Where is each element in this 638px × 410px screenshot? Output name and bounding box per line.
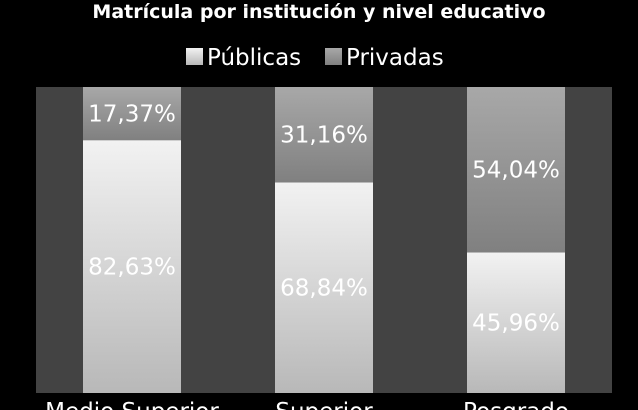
legend: Públicas Privadas xyxy=(186,45,444,71)
bar-privadas-superior xyxy=(275,87,373,183)
x-axis-ticks: Medio Superior Superior Posgrado xyxy=(45,399,569,410)
data-label-privadas-medio-superior: 17,37% xyxy=(88,102,176,128)
data-label-publicas-medio-superior: 82,63% xyxy=(88,255,176,281)
bar-publicas-superior xyxy=(275,182,373,393)
bar-publicas-posgrado xyxy=(467,252,565,393)
bars-group xyxy=(83,87,565,393)
legend-swatch-publicas xyxy=(186,48,203,65)
data-label-publicas-superior: 68,84% xyxy=(280,276,368,302)
legend-label-publicas: Públicas xyxy=(207,45,301,71)
legend-label-privadas: Privadas xyxy=(346,45,444,71)
x-tick-label-superior: Superior xyxy=(275,399,373,410)
data-label-publicas-posgrado: 45,96% xyxy=(472,311,560,337)
bar-privadas-medio-superior xyxy=(83,87,181,141)
chart-title: Matrícula por institución y nivel educat… xyxy=(92,1,545,23)
data-label-privadas-superior: 31,16% xyxy=(280,123,368,149)
bar-publicas-medio-superior xyxy=(83,140,181,393)
x-tick-label-medio-superior: Medio Superior xyxy=(45,399,219,410)
bar-privadas-posgrado xyxy=(467,87,565,253)
x-tick-label-posgrado: Posgrado xyxy=(463,399,569,410)
data-label-privadas-posgrado: 54,04% xyxy=(472,158,560,184)
data-labels-group: 82,63% 17,37% 68,84% 31,16% 45,96% 54,04% xyxy=(88,102,560,337)
legend-swatch-privadas xyxy=(325,48,342,65)
